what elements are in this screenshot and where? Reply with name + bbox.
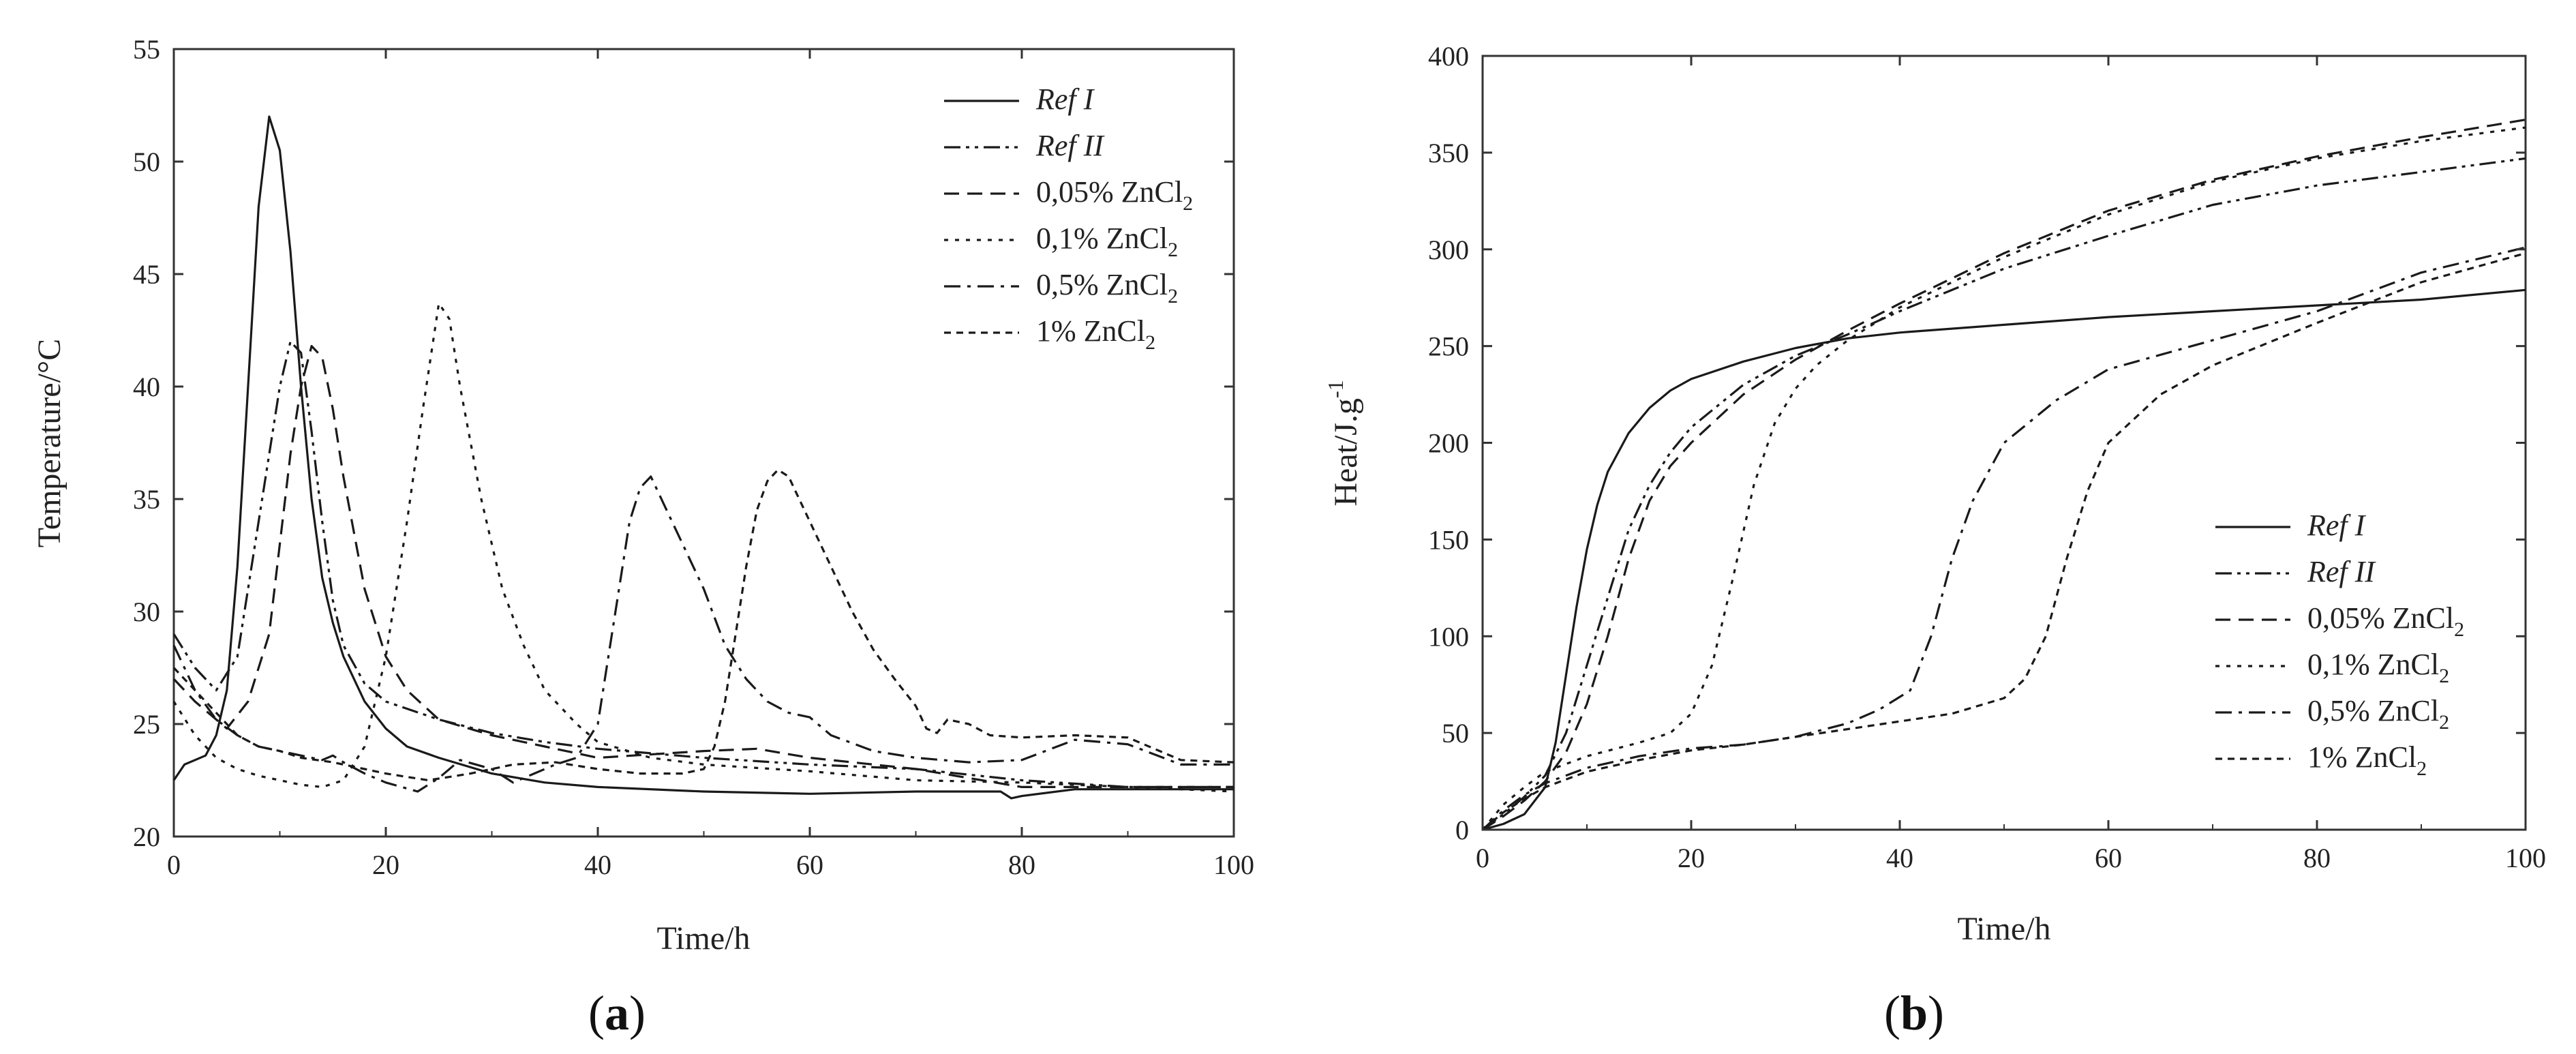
chart-b-xtick-label: 100 [2505,843,2546,873]
chart-a-series-line-3 [172,302,1234,793]
chart-b-ylabel-text: Heat/J.g [1328,398,1364,507]
chart-a-legend-label-sub: 2 [1145,331,1155,354]
chart-b-ytick-label: 300 [1428,235,1469,265]
chart-a-series-line-5 [172,468,1234,782]
chart-b-legend-label-sub: 2 [2454,618,2464,641]
chart-b-ytick-label: 150 [1428,524,1469,555]
chart-a-legend-label-sub: 2 [1168,285,1178,307]
chart-a-legend-label-text: Ref I [1035,82,1095,116]
chart-a-legend-label-text: 0,5% ZnCl [1036,268,1168,301]
chart-b-xtick-label: 60 [2095,843,2122,873]
chart-a-xlabel: Time/h [657,920,751,957]
chart-a-ylabel: Temperature/°C [31,339,67,547]
chart-a-xtick-label: 80 [1008,849,1035,880]
chart-a-panel-paren-open: ( [588,986,605,1040]
chart-b-legend-label-sub: 2 [2416,757,2427,780]
chart-b-legend-label-sub: 2 [2439,665,2449,687]
chart-a-xtick-label: 20 [372,849,399,880]
chart-b: 0 20 40 60 80 100 0 50 100 150 200 250 300 350 400 Tim… [1323,41,2546,1040]
chart-a-legend-label-text: 0,05% ZnCl [1036,175,1183,209]
chart-b-panel-paren-close: ) [1928,986,1944,1040]
chart-b-legend-label-sub: 2 [2439,711,2449,734]
chart-a-ytick-label: 55 [133,34,160,65]
chart-a-legend-label-0: Ref I [1035,82,1095,116]
chart-b-legend-label-1: Ref II [2307,555,2376,588]
chart-b-ytick-label: 50 [1442,718,1469,749]
chart-b-ytick-label: 0 [1455,815,1469,845]
chart-a-ytick-label: 40 [133,372,160,402]
chart-b-series-line-2 [1482,119,2526,831]
chart-a-series-line-1 [172,340,1234,788]
chart-a-legend-label-5: 1% ZnCl2 [1036,314,1155,354]
chart-b-legend-label-text: Ref I [2307,509,2367,542]
chart-a-legend-label-sub: 2 [1183,192,1193,215]
chart-a-legend-label-3: 0,1% ZnCl2 [1036,222,1178,261]
chart-a-legend-label-4: 0,5% ZnCl2 [1036,268,1178,307]
chart-b-xtick-label: 20 [1678,843,1705,873]
chart-b-xtick-label: 40 [1886,843,1913,873]
chart-b-legend-label-2: 0,05% ZnCl2 [2307,601,2464,641]
chart-b-xlabel: Time/h [1958,911,2051,947]
chart-b-legend-label-text: 1% ZnCl [2307,740,2416,774]
chart-b-ylabel: Heat/J.g-1 [1323,380,1364,506]
chart-a-panel-label: (a) [588,986,646,1040]
chart-a-legend-label-text: Ref II [1035,129,1105,162]
chart-b-panel-paren-open: ( [1884,986,1900,1040]
chart-b-ytick-label: 400 [1428,41,1469,72]
chart-a-legend-label-sub: 2 [1168,239,1178,261]
chart-b-legend-label-4: 0,5% ZnCl2 [2307,694,2449,734]
chart-a-xtick-label: 40 [584,849,611,880]
chart-a-panel-paren-close: ) [629,986,646,1040]
chart-b-xtick-label: 0 [1476,843,1489,873]
chart-b-series-line-3 [1481,126,2526,831]
chart-b-ytick-label: 350 [1428,138,1469,168]
chart-b-legend-label-5: 1% ZnCl2 [2307,740,2427,780]
chart-b-ytick-label: 250 [1428,331,1469,362]
chart-a-series-line-2 [172,345,1234,788]
chart-a-legend-label-text: 0,1% ZnCl [1036,222,1168,255]
chart-b-legend-label-text: Ref II [2307,555,2376,588]
chart-a-series-line-4 [172,475,1234,793]
chart-a-ytick-label: 30 [133,597,160,627]
chart-a-xtick-label: 0 [167,849,181,880]
chart-b-panel-label: (b) [1884,986,1944,1040]
chart-a-legend-label-2: 0,05% ZnCl2 [1036,175,1193,215]
chart-a-ytick-label: 45 [133,259,160,290]
chart-a-ytick-label: 50 [133,147,160,177]
chart-a-xtick-label: 100 [1213,849,1254,880]
chart-b-series-line-0 [1482,288,2526,831]
chart-b-ytick-label: 200 [1428,428,1469,459]
chart-b-panel-letter: b [1900,986,1928,1040]
chart-a-ytick-label: 20 [133,822,160,852]
chart-b-legend-label-0: Ref I [2307,509,2367,542]
chart-b-legend-label-text: 0,5% ZnCl [2307,694,2439,727]
chart-b-legend-label-text: 0,05% ZnCl [2307,601,2454,635]
chart-a-legend-label-text: 1% ZnCl [1036,314,1145,348]
chart-a-ytick-label: 35 [133,484,160,515]
chart-a-xtick-label: 60 [796,849,823,880]
chart-a-ytick-label: 25 [133,709,160,740]
chart-a-legend-label-1: Ref II [1035,129,1105,162]
chart-a-series-line-0 [172,115,1234,800]
chart-b-ylabel-sup: -1 [1323,380,1348,398]
chart-b-legend-label-text: 0,1% ZnCl [2307,648,2439,681]
chart-b-xtick-label: 80 [2303,843,2331,873]
chart-b-ytick-label: 100 [1428,621,1469,652]
chart-a-panel-letter: a [605,986,629,1040]
chart-b-legend-label-3: 0,1% ZnCl2 [2307,648,2449,687]
chart-b-series-line-4 [1481,246,2526,831]
chart-b-series-line-1 [1482,157,2526,831]
